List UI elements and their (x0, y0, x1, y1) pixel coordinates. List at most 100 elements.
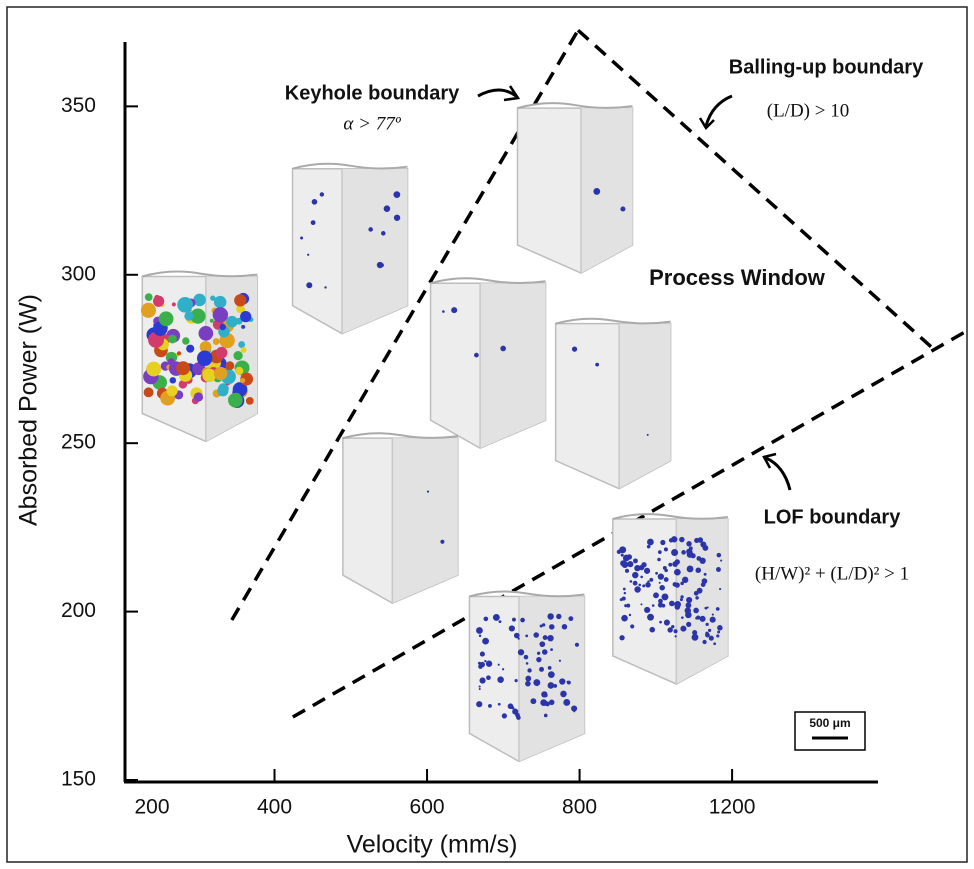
pore (680, 582, 684, 586)
pore (210, 319, 214, 323)
pore (633, 581, 638, 586)
pore (617, 550, 621, 554)
pore (234, 294, 246, 306)
pore (658, 573, 664, 579)
specimen (556, 319, 671, 489)
pore (634, 586, 640, 592)
pore (697, 588, 703, 594)
pore (710, 617, 716, 623)
pore (664, 619, 670, 625)
pore (645, 582, 651, 588)
specimen (141, 272, 257, 442)
pore (695, 596, 698, 599)
pore (543, 635, 548, 640)
pore (696, 556, 701, 561)
pore (624, 592, 626, 594)
pore (712, 614, 714, 616)
pore (480, 652, 485, 657)
pore (324, 286, 326, 288)
pore (498, 664, 500, 666)
pore (542, 623, 545, 626)
pore (518, 649, 524, 655)
y-tick-label: 150 (61, 768, 96, 791)
pore (479, 677, 485, 683)
pore (687, 566, 694, 573)
pore (640, 576, 643, 579)
specimen (518, 103, 633, 273)
pore (658, 599, 663, 604)
pore (241, 347, 247, 353)
pore (630, 624, 634, 628)
pore (720, 560, 722, 562)
pore (442, 310, 445, 313)
pore (674, 629, 678, 633)
pore (700, 541, 706, 547)
pore (653, 592, 659, 598)
pore (145, 293, 153, 301)
pore (685, 612, 692, 619)
pore (225, 361, 234, 370)
pore (659, 582, 661, 584)
pore (717, 553, 722, 558)
pore (141, 303, 156, 318)
pore (216, 347, 228, 359)
pore (182, 337, 189, 344)
pore (228, 393, 243, 408)
pore (153, 296, 164, 307)
pore (177, 351, 181, 355)
specimen-face (619, 324, 671, 489)
pore (393, 191, 400, 198)
pore (233, 351, 242, 360)
pore (717, 631, 720, 634)
pore (547, 613, 553, 619)
pore (486, 675, 491, 680)
pore (184, 312, 193, 321)
pore (533, 679, 540, 686)
pore (556, 614, 561, 619)
pore (573, 710, 575, 712)
pore (680, 595, 683, 598)
pore (476, 701, 482, 707)
pore (485, 618, 487, 620)
pore (622, 561, 629, 568)
pore (647, 434, 649, 436)
pore (686, 602, 692, 608)
pore (168, 358, 175, 365)
specimen (613, 514, 728, 684)
pore (621, 554, 624, 557)
pore (692, 634, 699, 641)
pore (484, 660, 486, 662)
pore (177, 297, 193, 313)
pore (559, 678, 565, 684)
pore (624, 604, 627, 607)
pore (676, 603, 680, 607)
y-axis-title: Absorbed Power (W) (15, 294, 43, 526)
pore (235, 367, 243, 375)
scale-bar: 500 μm (795, 712, 865, 750)
pore (567, 681, 571, 685)
pore (180, 369, 186, 375)
pore (680, 626, 686, 632)
pore (575, 643, 579, 647)
pore (238, 341, 245, 348)
pore (548, 682, 555, 689)
pore (512, 618, 516, 622)
pore (634, 565, 640, 571)
pore (549, 624, 555, 630)
pore (202, 368, 216, 382)
pore (146, 362, 161, 377)
pore (621, 615, 628, 622)
pore (716, 567, 721, 572)
pore (704, 573, 707, 576)
pore (633, 558, 638, 563)
specimen (293, 164, 408, 334)
pore (381, 231, 386, 236)
pore (713, 642, 716, 645)
pore (167, 385, 178, 396)
pore (226, 316, 238, 328)
pore (210, 295, 215, 300)
pore (480, 662, 485, 667)
y-tick-label: 200 (61, 599, 96, 622)
pore (659, 621, 662, 624)
region-label: Process Window (649, 265, 826, 290)
